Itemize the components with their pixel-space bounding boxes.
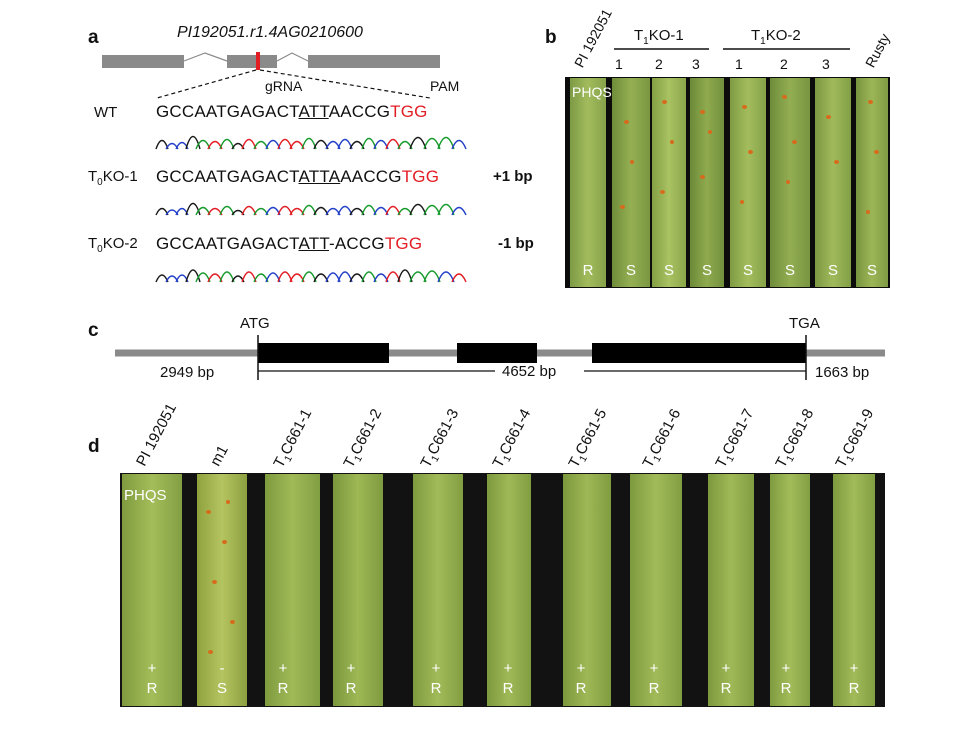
sign-d-10: + [781, 660, 791, 677]
leaf-d-10 [770, 474, 810, 706]
reaction-d-5: R [430, 680, 442, 697]
zoom-line-right [259, 69, 431, 99]
sign-d-4: + [346, 660, 356, 677]
change-ko2: -1 bp [498, 235, 534, 252]
sign-d-11: + [849, 660, 859, 677]
reaction-d-11: R [848, 680, 860, 697]
leaf-b-3 [652, 78, 686, 287]
change-ko1: +1 bp [493, 168, 533, 185]
start-codon-label: ATG [240, 315, 270, 332]
intron-2 [276, 52, 309, 62]
leaf-b-6 [770, 78, 810, 287]
reaction-d-9: R [720, 680, 732, 697]
reaction-b-3: S [663, 262, 674, 279]
race-label-b: PHQS [572, 84, 612, 100]
leaf-d-2 [197, 474, 247, 706]
panel-d-letter: d [88, 436, 100, 457]
chromatogram-wt [155, 135, 467, 150]
num-1: 1 [615, 56, 623, 72]
leaf-b-8 [856, 78, 888, 287]
reaction-b-1: R [582, 262, 594, 279]
gene-length: 4652 bp [502, 363, 557, 380]
intron-1 [183, 52, 228, 62]
seq-wt: GCCAATGAGACTATTAACCGTGG [156, 102, 428, 121]
seq-ko1: GCCAATGAGACTATTAAACCGTGG [156, 167, 440, 186]
leaf-d-7 [563, 474, 611, 706]
sign-d-1: + [147, 660, 157, 677]
leaf-d-6 [487, 474, 531, 706]
exon-3 [308, 55, 440, 68]
cds-exon-3 [592, 343, 806, 363]
leaf-d-5 [413, 474, 463, 706]
reaction-b-6: S [784, 262, 795, 279]
leaf-b-1 [570, 78, 606, 287]
leaf-d-3 [265, 474, 320, 706]
leaf-d-9 [708, 474, 754, 706]
row-label-ko2: T0KO-2 [88, 235, 138, 255]
num-2: 2 [655, 56, 663, 72]
chromatogram-ko1 [155, 202, 467, 216]
reaction-d-6: R [502, 680, 514, 697]
reaction-d-1: R [146, 680, 158, 697]
num-6: 3 [822, 56, 830, 72]
grna-label: gRNA [265, 78, 303, 94]
seq-ko2: GCCAATGAGACTATT-ACCGTGG [156, 234, 423, 253]
reaction-d-4: R [345, 680, 357, 697]
exon-2 [227, 55, 277, 68]
reaction-b-5: S [742, 262, 753, 279]
cds-exon-1 [258, 343, 389, 363]
leaf-b-5 [730, 78, 766, 287]
exon-1 [102, 55, 184, 68]
pam-label: PAM [430, 78, 460, 94]
panel-c-letter: c [88, 320, 99, 341]
sign-d-3: + [278, 660, 288, 677]
sign-d-8: + [649, 660, 659, 677]
reaction-d-8: R [648, 680, 660, 697]
stop-codon-label: TGA [789, 315, 820, 332]
chromatogram-ko2 [155, 269, 467, 283]
num-5: 2 [780, 56, 788, 72]
upstream-length: 2949 bp [160, 364, 215, 381]
sign-d-9: + [721, 660, 731, 677]
reaction-b-8: S [866, 262, 877, 279]
leaf-b-2 [612, 78, 650, 287]
num-3: 3 [692, 56, 700, 72]
target-site [256, 52, 260, 70]
reaction-b-7: S [827, 262, 838, 279]
gene-id: PI192051.r1.4AG0210600 [177, 24, 363, 41]
sign-d-5: + [431, 660, 441, 677]
reaction-d-7: R [575, 680, 587, 697]
reaction-d-3: R [277, 680, 289, 697]
sign-d-2: - [219, 660, 225, 677]
row-label-wt: WT [94, 104, 118, 121]
sign-d-6: + [503, 660, 513, 677]
cds-exon-2 [457, 343, 537, 363]
zoom-line-left [156, 69, 257, 99]
leaf-d-1 [122, 474, 182, 706]
leaf-d-11 [833, 474, 875, 706]
leaf-d-8 [630, 474, 682, 706]
downstream-length: 1663 bp [815, 364, 870, 381]
group2-label: T1KO-2 [751, 27, 801, 47]
num-4: 1 [735, 56, 743, 72]
leaf-d-4 [333, 474, 383, 706]
group1-label: T1KO-1 [634, 27, 684, 47]
panel-a-letter: a [88, 27, 99, 48]
row-label-ko1: T0KO-1 [88, 168, 138, 188]
reaction-b-2: S [625, 262, 636, 279]
leaf-b-7 [815, 78, 851, 287]
reaction-d-10: R [780, 680, 792, 697]
race-label-d: PHQS [124, 487, 167, 504]
panel-b-letter: b [545, 27, 557, 48]
reaction-d-2: S [216, 680, 227, 697]
reaction-b-4: S [701, 262, 712, 279]
sign-d-7: + [576, 660, 586, 677]
leaf-b-4 [690, 78, 724, 287]
